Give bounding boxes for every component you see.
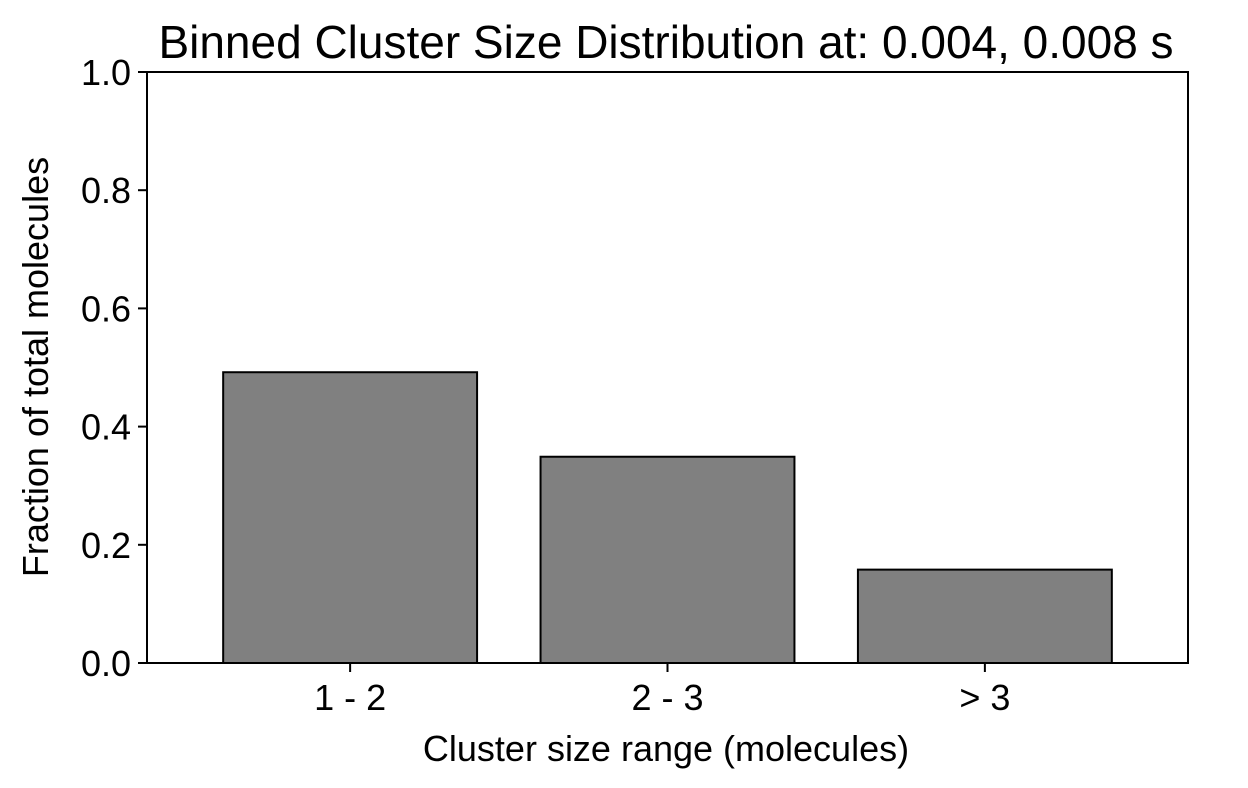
- x-axis-label: Cluster size range (molecules): [423, 728, 909, 769]
- x-tick-label-1: 2 - 3: [631, 677, 703, 718]
- bars-group: [222, 371, 1113, 665]
- bar-0: [222, 371, 479, 664]
- y-tick-label-4: 0.8: [81, 170, 131, 211]
- x-tick-label-0: 1 - 2: [314, 677, 386, 718]
- y-tick-label-1: 0.2: [81, 525, 131, 566]
- y-tick-label-3: 0.6: [81, 288, 131, 329]
- y-tick-label-0: 0.0: [81, 643, 131, 684]
- y-tick-label-5: 1.0: [81, 52, 131, 93]
- bar-2: [856, 568, 1113, 665]
- x-tick-label-2: > 3: [959, 677, 1010, 718]
- y-tick-label-2: 0.4: [81, 407, 131, 448]
- chart-title: Binned Cluster Size Distribution at: 0.0…: [158, 16, 1173, 68]
- y-axis-ticks: 0.0 0.2 0.4 0.6 0.8 1.0: [81, 52, 147, 684]
- y-axis-label: Fraction of total molecules: [15, 157, 56, 577]
- x-axis-ticks: 1 - 2 2 - 3 > 3: [314, 663, 1010, 718]
- bar-1: [539, 455, 796, 664]
